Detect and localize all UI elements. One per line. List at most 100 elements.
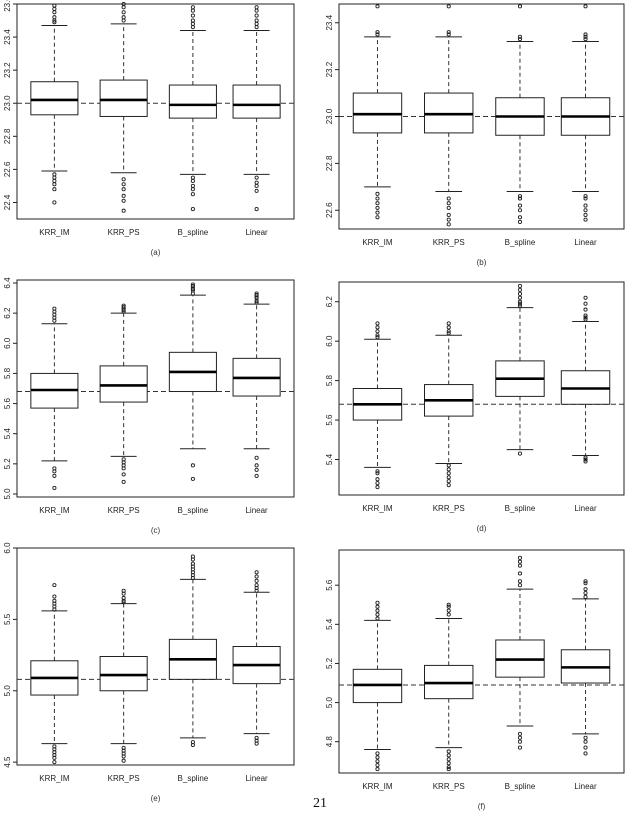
outlier-point — [190, 8, 195, 13]
outlier-point — [52, 594, 57, 599]
outlier-point — [375, 759, 380, 764]
panel-label: (b) — [477, 258, 487, 267]
outlier-point — [375, 321, 380, 326]
outlier-point — [446, 329, 451, 334]
y-tick-label: 5.0 — [3, 488, 12, 500]
box-linear — [232, 291, 281, 478]
outlier-point — [583, 579, 588, 584]
outlier-point — [375, 215, 380, 220]
y-tick-label: 23.6 — [3, 0, 12, 12]
outlier-point — [121, 588, 126, 593]
y-tick-label: 22.4 — [3, 194, 12, 210]
outlier-point — [583, 208, 588, 213]
chart-panel: 5.0 5.2 5.4 5.6 5.8 6.0 6.2 6.4 KRR_IM KRR_PS B_sp… — [3, 277, 295, 535]
y-tick-label: 5.8 — [325, 375, 334, 387]
box-linear — [232, 5, 281, 212]
y-tick-label: 4.5 — [3, 756, 12, 768]
outlier-point — [517, 583, 523, 588]
outlier-point — [254, 175, 259, 180]
outlier-point — [52, 583, 57, 588]
outlier-point — [121, 18, 126, 23]
box-linear — [232, 570, 281, 746]
outlier-point — [446, 765, 451, 770]
x-category-label: B_spline — [505, 782, 536, 791]
outlier-point — [190, 207, 195, 212]
box-linear — [560, 579, 611, 756]
outlier-point — [52, 598, 57, 603]
y-tick-label: 5.0 — [3, 685, 12, 697]
box-krr-im — [30, 583, 79, 765]
box-b-spline — [168, 282, 217, 481]
outlier-point — [446, 483, 451, 488]
outlier-point — [583, 34, 588, 39]
outlier-point — [52, 182, 57, 187]
outlier-point — [583, 37, 588, 42]
outlier-point — [52, 178, 57, 184]
panel-label: (d) — [477, 524, 487, 533]
box-krr-im — [352, 600, 403, 772]
outlier-point — [446, 767, 451, 772]
outlier-point — [121, 198, 126, 203]
outlier-point — [446, 201, 451, 206]
x-category-label: KRR_PS — [433, 782, 465, 791]
y-tick-label: 6.0 — [3, 337, 12, 349]
x-category-label: B_spline — [178, 774, 209, 783]
outlier-point — [190, 183, 195, 188]
outlier-point — [190, 192, 195, 197]
y-tick-label: 5.0 — [325, 696, 334, 708]
x-category-label: KRR_IM — [362, 238, 393, 247]
x-category-label: Linear — [245, 506, 268, 515]
outlier-point — [446, 331, 451, 336]
outlier-point — [254, 291, 259, 296]
outlier-point — [375, 763, 380, 768]
outlier-point — [254, 735, 259, 740]
iqr-box — [30, 81, 79, 116]
outlier-point — [583, 590, 588, 596]
outlier-point — [583, 313, 588, 318]
outlier-point — [517, 203, 523, 208]
outlier-point — [517, 451, 523, 456]
outlier-point — [190, 740, 195, 745]
outlier-point — [517, 196, 523, 201]
outlier-point — [254, 473, 259, 478]
outlier-point — [254, 25, 259, 30]
outlier-point — [583, 4, 588, 9]
panel-label: (c) — [151, 526, 161, 535]
outlier-point — [121, 303, 126, 308]
outlier-point — [583, 307, 588, 312]
outlier-point — [121, 187, 126, 192]
outlier-point — [375, 612, 380, 617]
x-category-label: KRR_PS — [108, 228, 140, 237]
y-tick-label: 6.2 — [325, 296, 334, 308]
outlier-point — [583, 295, 588, 300]
y-tick-label: 23.4 — [3, 29, 12, 45]
outlier-point — [52, 485, 57, 491]
outlier-point — [517, 194, 523, 199]
box-linear — [560, 295, 611, 464]
outlier-point — [121, 15, 126, 20]
chart-panel: 22.6 22.8 23.0 23.2 23.4 KRR_IM KRR_PS B_spline… — [325, 3, 625, 267]
box-b-spline — [495, 4, 545, 225]
y-tick-label: 5.6 — [3, 397, 12, 409]
outlier-point — [583, 194, 588, 199]
outlier-point — [517, 303, 523, 308]
outlier-point — [583, 455, 588, 460]
x-category-label: KRR_PS — [433, 504, 465, 513]
iqr-box — [168, 84, 217, 119]
box-b-spline — [495, 283, 545, 456]
outlier-point — [583, 745, 588, 750]
outlier-point — [375, 335, 380, 340]
outlier-point — [375, 469, 380, 474]
outlier-point — [517, 731, 523, 736]
outlier-point — [446, 471, 451, 476]
outlier-point — [52, 200, 57, 205]
outlier-point — [52, 6, 57, 12]
outlier-point — [517, 301, 523, 306]
outlier-point — [121, 305, 126, 310]
outlier-point — [254, 467, 259, 472]
outlier-point — [375, 210, 380, 215]
outlier-point — [517, 299, 523, 304]
y-tick-label: 6.0 — [3, 542, 12, 554]
outlier-point — [52, 760, 57, 765]
